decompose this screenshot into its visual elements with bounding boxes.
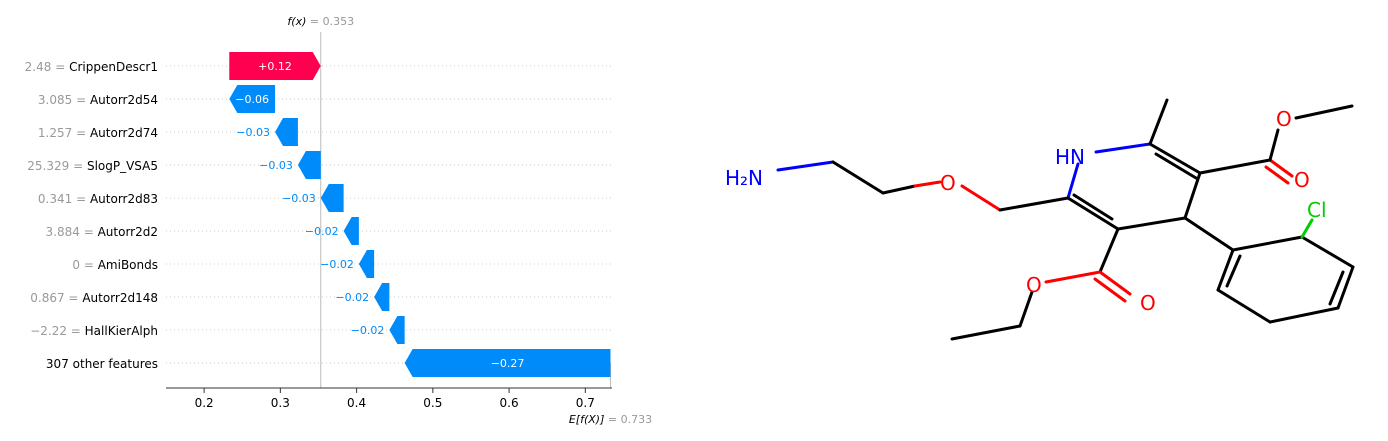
- bond: [1094, 142, 1152, 154]
- contribution-label: −0.06: [235, 93, 269, 106]
- bond: [1018, 290, 1034, 328]
- contribution-label: −0.02: [351, 324, 385, 337]
- molecule-structure-image: H₂N HN O O O O O Cl: [725, 98, 1355, 341]
- bond: [1116, 216, 1187, 231]
- bond: [1268, 158, 1294, 178]
- bond: [950, 324, 1022, 341]
- contribution-label: −0.02: [320, 258, 354, 271]
- bond: [776, 160, 835, 172]
- nh-label: HN: [1055, 145, 1085, 169]
- bond: [913, 180, 942, 188]
- x-tick-label: 0.2: [195, 396, 214, 410]
- feature-label: 0 = AmiBonds: [72, 258, 158, 272]
- feature-label: 3.085 = Autorr2d54: [38, 93, 158, 107]
- contribution-bar: [320, 184, 344, 212]
- bond: [1268, 128, 1280, 162]
- feature-label: 3.884 = Autorr2d2: [46, 225, 158, 239]
- bond: [1294, 104, 1354, 120]
- contribution-bar: [229, 52, 321, 80]
- feature-label: 1.257 = Autorr2d74: [38, 126, 158, 140]
- bond: [1300, 218, 1314, 239]
- carbonyl-oxygen-label-2: O: [1140, 291, 1156, 315]
- bond: [1183, 171, 1202, 220]
- contribution-bar: [389, 316, 405, 344]
- contribution-bar: [404, 349, 611, 377]
- bond: [1336, 265, 1355, 310]
- x-tick-label: 0.7: [576, 396, 595, 410]
- bond: [960, 184, 1002, 212]
- bond: [1225, 254, 1242, 288]
- contribution-bar: [297, 151, 321, 179]
- bond: [1216, 288, 1272, 324]
- feature-label: 25.329 = SlogP_VSA5: [27, 159, 158, 173]
- bond: [1154, 152, 1198, 180]
- bond: [1300, 235, 1355, 269]
- contribution-label: −0.03: [259, 159, 293, 172]
- bond: [1072, 193, 1114, 221]
- contribution-bar: [343, 217, 359, 245]
- bond: [998, 196, 1070, 212]
- amine-label: H₂N: [725, 166, 763, 190]
- bond: [1093, 277, 1127, 303]
- bond: [1098, 270, 1132, 296]
- bond: [1148, 142, 1202, 175]
- shap-waterfall-chart: +0.12 2.48 = CrippenDescr1 −0.06 3.085 = Au…: [25, 15, 652, 426]
- bond: [1066, 196, 1120, 231]
- ester-oxygen-label-2: O: [1026, 273, 1042, 297]
- fx-label: f(x) = 0.353: [287, 15, 354, 28]
- bond: [1183, 216, 1235, 252]
- contribution-label: +0.12: [258, 60, 292, 73]
- bond: [1268, 306, 1340, 324]
- bond: [1066, 162, 1080, 200]
- bond: [831, 160, 885, 195]
- contribution-bar: [275, 118, 298, 146]
- bond: [1231, 235, 1304, 252]
- contribution-bar: [229, 85, 276, 113]
- x-tick-label: 0.5: [423, 396, 442, 410]
- bond: [1148, 98, 1169, 146]
- bond: [1264, 165, 1290, 185]
- contribution-label: −0.03: [236, 126, 270, 139]
- bond: [1098, 227, 1120, 274]
- x-tick-label: 0.4: [347, 396, 366, 410]
- contribution-label: −0.03: [282, 192, 316, 205]
- chlorine-label: Cl: [1307, 198, 1327, 222]
- contribution-bar: [374, 283, 390, 311]
- x-tick-label: 0.6: [500, 396, 519, 410]
- feature-label: −2.22 = HallKierAlph: [30, 324, 158, 338]
- feature-label: 307 other features: [46, 357, 158, 371]
- feature-label: 0.867 = Autorr2d148: [30, 291, 158, 305]
- bond: [1198, 158, 1272, 175]
- contribution-bar: [358, 250, 375, 278]
- bond: [1328, 270, 1345, 306]
- feature-label: 0.341 = Autorr2d83: [38, 192, 158, 206]
- ether-oxygen-label: O: [940, 171, 956, 195]
- bond: [1044, 270, 1102, 284]
- carbonyl-oxygen-label: O: [1294, 168, 1310, 192]
- contribution-label: −0.27: [491, 357, 525, 370]
- bond: [1216, 248, 1235, 292]
- bond: [881, 184, 917, 195]
- feature-label: 2.48 = CrippenDescr1: [25, 60, 158, 74]
- base-value-label: E[f(X)] = 0.733: [569, 413, 652, 426]
- x-tick-label: 0.3: [271, 396, 290, 410]
- contribution-label: −0.02: [305, 225, 339, 238]
- ester-oxygen-label: O: [1276, 107, 1292, 131]
- contribution-label: −0.02: [335, 291, 369, 304]
